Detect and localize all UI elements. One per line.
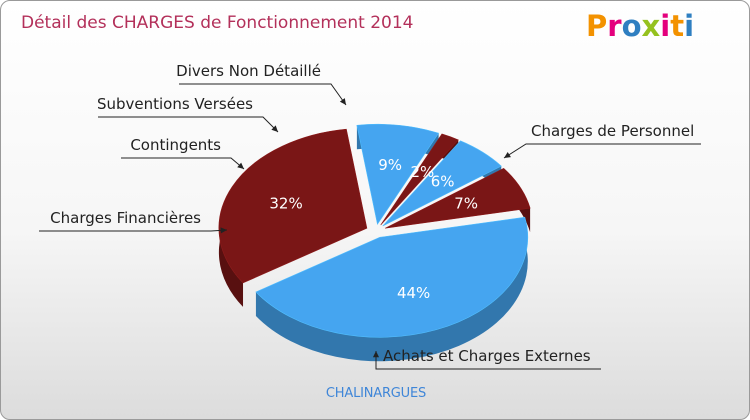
callout-line <box>179 83 347 106</box>
pie-slice <box>384 167 531 229</box>
callout-label: Divers Non Détaillé <box>176 62 321 80</box>
pie-slice-percent: 7% <box>454 195 478 213</box>
callout-label: Charges de Personnel <box>531 122 694 140</box>
proxiti-logo: Proxiti <box>586 9 694 43</box>
callout-arrow <box>237 162 244 169</box>
callout-arrow <box>504 152 511 158</box>
logo-letter: t <box>670 9 684 43</box>
pie-slice <box>380 133 459 226</box>
pie-slice <box>218 128 368 284</box>
pie-slice <box>255 216 529 338</box>
callout-label: Contingents <box>130 136 221 154</box>
pie-slice-percent: 6% <box>431 173 455 191</box>
pie-slice-percent: 44% <box>397 284 430 302</box>
callout-label: Achats et Charges Externes <box>383 347 591 365</box>
logo-letter: i <box>660 9 670 43</box>
callout-arrow <box>339 98 346 105</box>
pie-slice <box>382 140 502 227</box>
logo-letter: o <box>622 9 642 43</box>
callout-line <box>503 143 701 159</box>
callout-arrow <box>220 227 227 234</box>
logo-letter: x <box>642 9 661 43</box>
commune-caption: CHALINARGUES <box>325 386 427 401</box>
callout-label: Subventions Versées <box>97 95 253 113</box>
callout-line <box>98 116 279 133</box>
logo-letter: P <box>586 9 607 43</box>
callout-arrow <box>271 125 278 132</box>
callout-arrow <box>372 351 380 358</box>
callout-line <box>39 229 228 232</box>
pie-tops <box>218 123 531 338</box>
chart-title: Détail des CHARGES de Fonctionnement 201… <box>21 13 414 33</box>
logo-letter: r <box>607 9 622 43</box>
pie-slice-percent: 2% <box>411 163 435 181</box>
callout-line <box>121 157 245 170</box>
logo-letter: i <box>684 9 694 43</box>
pie-slice <box>356 123 440 226</box>
pie-labels: 32% 44% 7% 6%2% 9% Charges de Personnel Achats… <box>39 62 701 370</box>
pie-slice-side <box>255 217 528 362</box>
pie-slice-percent: 9% <box>378 156 402 174</box>
callout-label: Charges Financières <box>50 209 201 227</box>
logo-text: Proxiti <box>586 9 694 43</box>
pie-slice-percent: 32% <box>269 194 302 212</box>
